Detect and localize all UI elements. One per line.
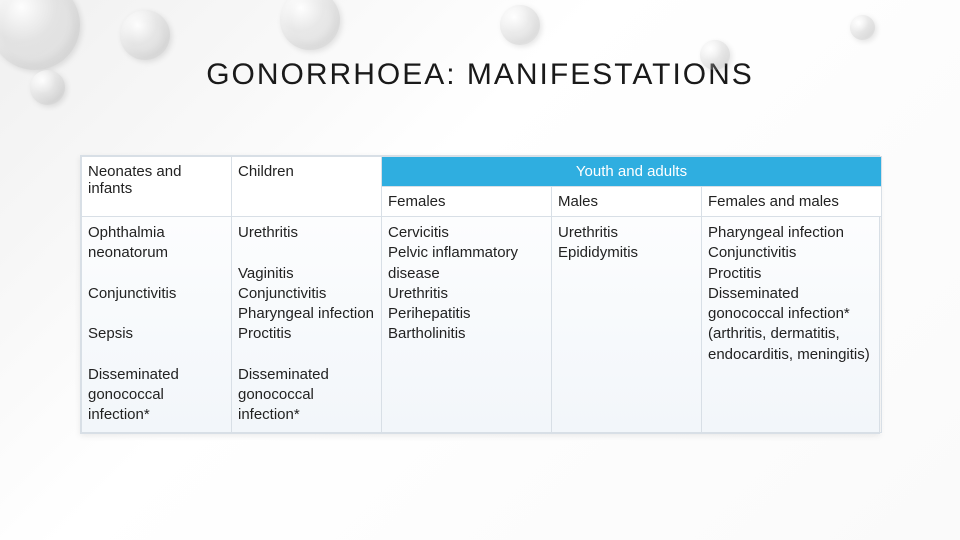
- header-youth-adults: Youth and adults: [382, 157, 882, 187]
- header-males: Males: [552, 187, 702, 217]
- cell-females: Cervicitis Pelvic inflammatory disease U…: [382, 217, 552, 433]
- header-females: Females: [382, 187, 552, 217]
- header-neonates: Neonates and infants: [82, 157, 232, 217]
- header-children: Children: [232, 157, 382, 217]
- decoration-bubble: [120, 10, 170, 60]
- cell-males: Urethritis Epididymitis: [552, 217, 702, 433]
- manifestations-table: Neonates and infants Children Youth and …: [80, 155, 880, 434]
- decoration-bubble: [700, 40, 730, 70]
- cell-females-males: Pharyngeal infection Conjunctivitis Proc…: [702, 217, 882, 433]
- decoration-bubble: [30, 70, 65, 105]
- decoration-bubble: [500, 5, 540, 45]
- header-females-males: Females and males: [702, 187, 882, 217]
- cell-children: Urethritis Vaginitis Conjunctivitis Phar…: [232, 217, 382, 433]
- decoration-bubble: [850, 15, 875, 40]
- cell-neonates: Ophthalmia neonatorum Conjunctivitis Sep…: [82, 217, 232, 433]
